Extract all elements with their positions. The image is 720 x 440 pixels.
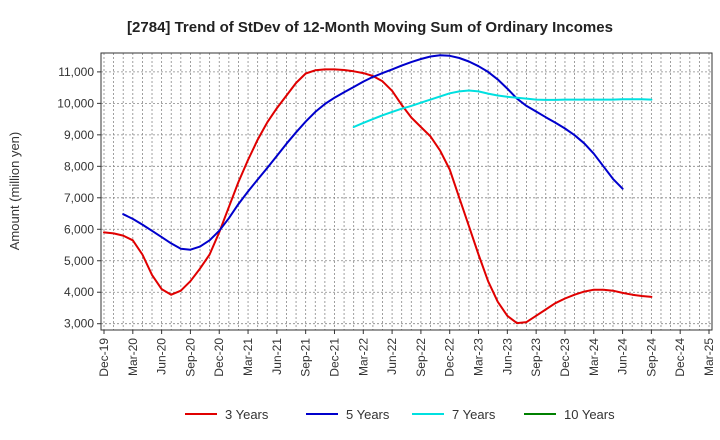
x-tick-label: Jun-23 (500, 338, 514, 375)
legend-label: 10 Years (564, 407, 615, 422)
x-tick-label: Mar-20 (126, 338, 140, 376)
x-tick-label: Jun-21 (270, 338, 284, 375)
chart-title: [2784] Trend of StDev of 12-Month Moving… (127, 19, 613, 36)
x-tick-label: Dec-20 (212, 338, 226, 377)
plot-area (101, 53, 712, 330)
x-tick-label: Jun-20 (155, 338, 169, 375)
x-tick-label: Mar-24 (587, 338, 601, 376)
x-tick-label: Dec-19 (97, 338, 111, 377)
x-tick-label: Mar-23 (472, 338, 486, 376)
y-tick-label: 5,000 (64, 254, 94, 268)
legend-label: 7 Years (452, 407, 496, 422)
x-tick-label: Sep-20 (183, 338, 197, 377)
legend: 3 Years 5 Years 7 Years 10 Years (185, 407, 615, 422)
x-tick-label: Mar-25 (702, 338, 716, 376)
x-tick-label: Sep-22 (414, 338, 428, 377)
y-tick-label: 6,000 (64, 222, 94, 236)
y-tick-label: 4,000 (64, 285, 94, 299)
y-tick-label: 11,000 (58, 65, 94, 79)
y-tick-label: 9,000 (64, 128, 94, 142)
x-tick-label: Sep-24 (644, 338, 658, 377)
x-tick-label: Dec-22 (443, 338, 457, 377)
y-axis-label: Amount (million yen) (7, 132, 22, 251)
chart: [2784] Trend of StDev of 12-Month Moving… (0, 0, 720, 440)
x-axis-ticks: Dec-19 Mar-20 Jun-20 Sep-20 Dec-20 Mar-21 Jun-… (97, 330, 716, 377)
y-tick-label: 7,000 (64, 191, 94, 205)
x-tick-label: Dec-21 (327, 338, 341, 377)
y-axis-ticks: 3,000 4,000 5,000 6,000 7,000 8,000 9,000 10,00… (57, 65, 101, 331)
legend-label: 5 Years (346, 407, 390, 422)
x-tick-label: Mar-21 (241, 338, 255, 376)
x-tick-label: Dec-24 (673, 338, 687, 377)
legend-label: 3 Years (225, 407, 269, 422)
x-tick-label: Dec-23 (558, 338, 572, 377)
x-tick-label: Sep-21 (299, 338, 313, 377)
y-tick-label: 8,000 (64, 159, 94, 173)
x-tick-label: Mar-22 (356, 338, 370, 376)
x-tick-label: Jun-22 (385, 338, 399, 375)
x-tick-label: Jun-24 (616, 338, 630, 375)
y-tick-label: 3,000 (64, 317, 94, 331)
x-tick-label: Sep-23 (529, 338, 543, 377)
y-tick-label: 10,000 (57, 96, 94, 110)
